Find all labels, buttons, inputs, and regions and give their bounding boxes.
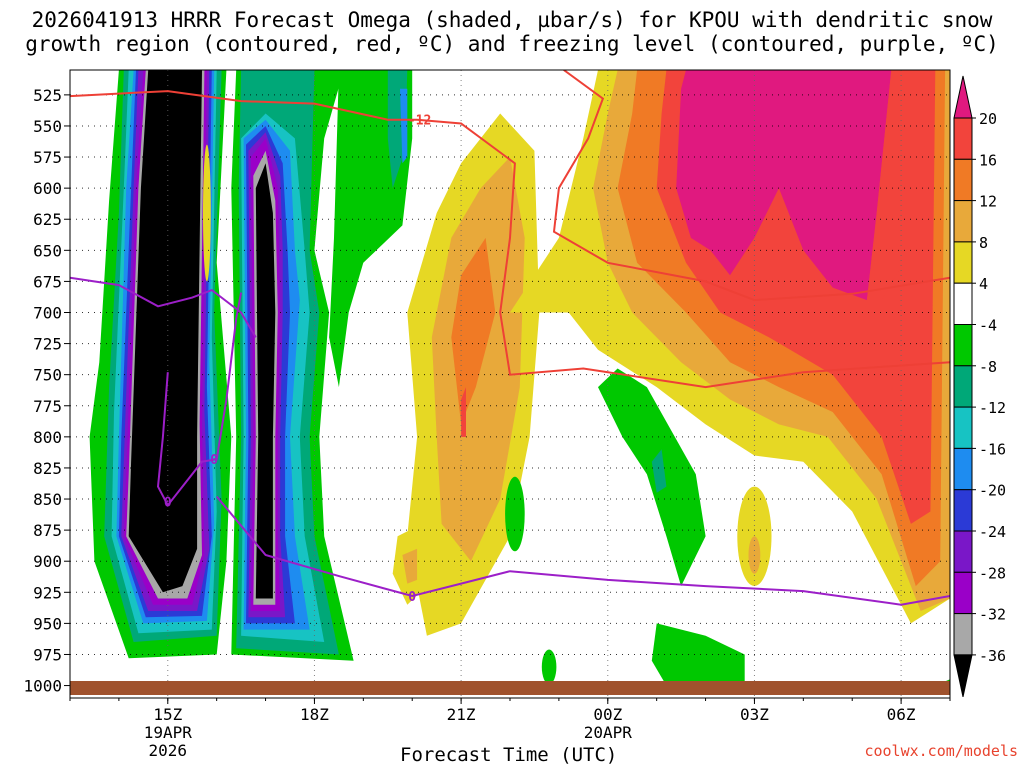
upward-core-black-1 xyxy=(128,70,202,593)
colorbar-label-12: 12 xyxy=(979,193,997,211)
omega-shading xyxy=(89,70,950,692)
subsidence-red-inner xyxy=(866,70,926,301)
colorbar-swatch-9 xyxy=(953,447,973,491)
y-tick-label-1000: 1000 xyxy=(23,677,62,696)
colorbar-bottom-arrow xyxy=(953,654,973,698)
contour-label-fz-3: 0 xyxy=(408,590,416,605)
y-tick-label-925: 925 xyxy=(33,583,62,602)
upward-green-low xyxy=(651,623,745,686)
y-tick-label-675: 675 xyxy=(33,272,62,291)
colorbar-swatch-7 xyxy=(953,365,973,408)
credit-text: coolwx.com/models xyxy=(864,742,1018,760)
colorbar-swatch-5 xyxy=(953,282,973,326)
x-tick-label-06Z: 06Z xyxy=(887,705,916,724)
ground-strip xyxy=(70,681,950,695)
y-tick-label-575: 575 xyxy=(33,148,62,167)
y-tick-label-625: 625 xyxy=(33,210,62,229)
y-tick-label-600: 600 xyxy=(33,179,62,198)
y-tick-label-750: 750 xyxy=(33,366,62,385)
colorbar-label--8: -8 xyxy=(979,358,997,376)
contour-lines: -12 0 0 0 xyxy=(70,70,950,606)
colorbar-label--12: -12 xyxy=(979,399,1006,417)
y-tick-label-525: 525 xyxy=(33,86,62,105)
y-tick-label-700: 700 xyxy=(33,303,62,322)
chart-title-line-2: growth region (contoured, red, ºC) and f… xyxy=(25,32,999,56)
upward-green-blip-1 xyxy=(505,476,525,552)
subsidence-dark-orange-mid xyxy=(451,237,496,425)
colorbar-swatch-11 xyxy=(953,530,973,573)
colorbar-swatch-6 xyxy=(953,324,973,367)
colorbar-swatch-8 xyxy=(953,406,973,449)
y-tick-label-950: 950 xyxy=(33,614,62,633)
colorbar-swatch-2 xyxy=(953,158,973,202)
y-tick-label-650: 650 xyxy=(33,241,62,260)
chart-title-line-1: 2026041913 HRRR Forecast Omega (shaded, … xyxy=(31,8,993,32)
colorbar: 20 16 12 8 4 -4 -8 -12 -16 -20 -24 -28 -32 -36 xyxy=(953,75,1006,698)
x-tick-label-21Z: 21Z xyxy=(447,705,476,724)
contour-label-fz-1: 0 xyxy=(210,453,218,468)
y-tick-label-850: 850 xyxy=(33,490,62,509)
y-tick-label-900: 900 xyxy=(33,552,62,571)
colorbar-label--4: -4 xyxy=(979,317,997,335)
contour-dendritic-snow-growth xyxy=(70,90,950,389)
x-axis-title: Forecast Time (UTC) xyxy=(400,744,618,766)
contour-label-dgz: -12 xyxy=(408,114,431,129)
colorbar-label-8: 8 xyxy=(979,234,988,252)
upward-core-black-2 xyxy=(255,163,276,599)
contour-label-fz-2: 0 xyxy=(164,496,172,511)
contour-dendritic-snow-growth-upper xyxy=(552,70,950,302)
y-axis: 525 550 575 600 625 650 675 700 725 750 775 800 825 8… xyxy=(23,86,70,696)
x-tick-date-15Z: 19APR xyxy=(144,723,193,742)
upward-green-00z xyxy=(598,368,706,587)
colorbar-label--16: -16 xyxy=(979,440,1006,458)
colorbar-swatch-1 xyxy=(953,117,973,160)
x-tick-label-03Z: 03Z xyxy=(740,705,769,724)
subsidence-magenta-east xyxy=(676,70,892,301)
colorbar-swatch-4 xyxy=(953,241,973,284)
contour-freezing-level-lower xyxy=(215,495,950,606)
colorbar-swatch-13 xyxy=(953,613,973,656)
y-tick-label-775: 775 xyxy=(33,397,62,416)
colorbar-label--28: -28 xyxy=(979,564,1006,582)
y-tick-label-725: 725 xyxy=(33,335,62,354)
y-tick-label-875: 875 xyxy=(33,521,62,540)
x-tick-label-15Z: 15Z xyxy=(153,705,182,724)
subsidence-blip-yellow xyxy=(737,486,772,586)
colorbar-swatch-12 xyxy=(953,571,973,615)
contour-freezing-level-loop xyxy=(156,292,243,508)
x-tick-label-18Z: 18Z xyxy=(300,705,329,724)
colorbar-top-arrow xyxy=(953,75,973,119)
colorbar-label--32: -32 xyxy=(979,606,1006,624)
colorbar-label-20: 20 xyxy=(979,110,997,128)
upward-teal-00z xyxy=(651,449,667,493)
colorbar-swatch-10 xyxy=(953,489,973,532)
subsidence-red-mid xyxy=(461,387,466,437)
y-tick-label-975: 975 xyxy=(33,645,62,664)
colorbar-swatch-3 xyxy=(953,200,973,243)
upward-green-blip-2 xyxy=(541,649,557,685)
colorbar-label--24: -24 xyxy=(979,523,1006,541)
y-tick-label-800: 800 xyxy=(33,428,62,447)
colorbar-label--20: -20 xyxy=(979,482,1006,500)
upward-streak-blue-3 xyxy=(400,88,408,164)
subsidence-orange-low xyxy=(402,548,418,584)
subsidence-blip-north xyxy=(203,144,211,282)
x-tick-label-00Z: 00Z xyxy=(593,705,622,724)
x-tick-year-15Z: 2026 xyxy=(149,741,188,760)
y-tick-label-550: 550 xyxy=(33,117,62,136)
colorbar-label-16: 16 xyxy=(979,151,997,169)
colorbar-label-4: 4 xyxy=(979,275,988,293)
y-tick-label-825: 825 xyxy=(33,459,62,478)
x-tick-date-00Z: 20APR xyxy=(584,723,633,742)
colorbar-label--36: -36 xyxy=(979,647,1006,665)
contour-freezing-level xyxy=(70,276,257,338)
